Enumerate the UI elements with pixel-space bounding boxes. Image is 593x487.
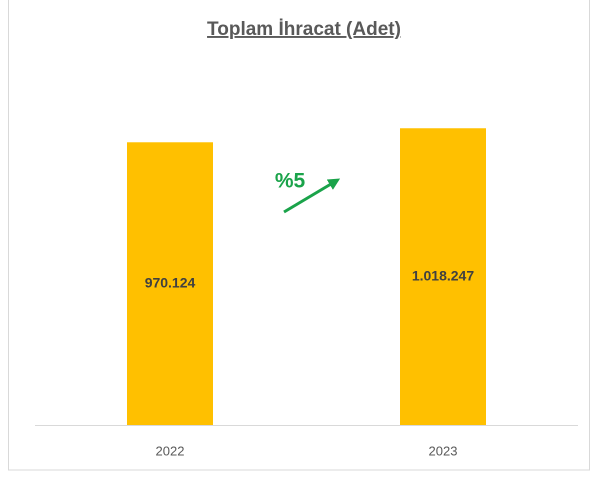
trend-arrow xyxy=(283,178,341,214)
bar xyxy=(400,128,486,426)
chart-frame xyxy=(8,0,590,471)
annotation: %5 xyxy=(275,170,306,193)
value-label: 1.018.247 xyxy=(412,267,474,283)
value-label: 970.124 xyxy=(145,274,196,290)
x-tick-label: 2022 xyxy=(156,443,185,458)
bar xyxy=(127,142,213,426)
x-tick-label: 2023 xyxy=(429,443,458,458)
chart-title: Toplam İhracat (Adet) xyxy=(207,19,401,40)
